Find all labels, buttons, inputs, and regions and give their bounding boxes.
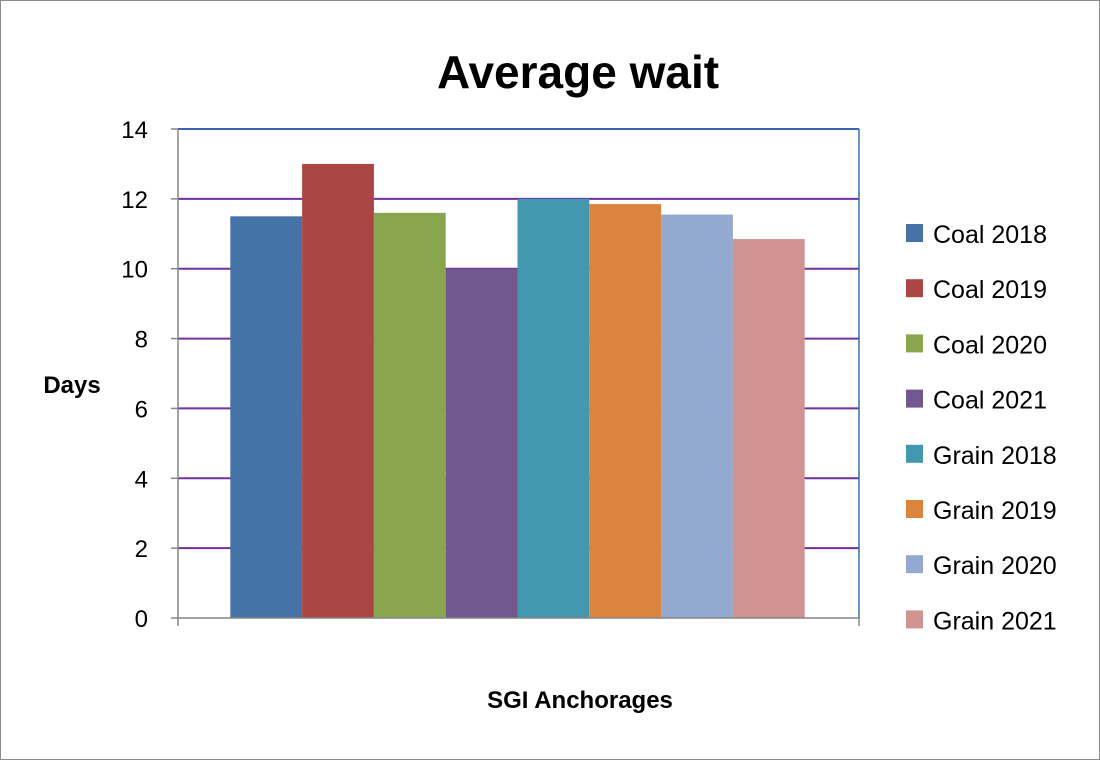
bar-coal-2018: [230, 216, 303, 619]
legend-swatch: [906, 555, 923, 574]
legend-label: Coal 2019: [933, 276, 1047, 304]
legend-swatch: [906, 334, 923, 353]
axes: 0 2 4 6 8 10 12 14: [121, 117, 860, 633]
y-tick-label: 4: [135, 466, 148, 493]
bar-grain-2021: [732, 239, 805, 618]
bar-grain-2018: [517, 198, 590, 618]
legend-label: Coal 2020: [933, 331, 1047, 359]
y-axis-label: Days: [43, 372, 100, 399]
bar-coal-2021: [445, 268, 518, 618]
legend-swatch: [906, 610, 923, 629]
legend-swatch: [906, 444, 923, 463]
legend-label: Grain 2020: [933, 552, 1057, 580]
bar-grain-2019: [589, 204, 662, 618]
bars: [230, 163, 805, 619]
legend-label: Coal 2018: [933, 221, 1047, 249]
legend-label: Coal 2021: [933, 387, 1047, 415]
legend-swatch: [906, 279, 923, 298]
legend-label: Grain 2018: [933, 442, 1057, 470]
bar-grain-2020: [661, 214, 733, 618]
y-tick-label: 8: [135, 327, 148, 354]
y-tick-label: 12: [121, 187, 148, 214]
legend: Coal 2018 Coal 2019 Coal 2020 Coal 2021 Grai…: [906, 221, 1057, 635]
y-tick-label: 0: [135, 606, 148, 633]
x-axis-label: SGI Anchorages: [487, 687, 673, 714]
legend-swatch: [906, 389, 923, 408]
legend-label: Grain 2021: [933, 607, 1057, 635]
legend-swatch: [906, 500, 923, 518]
chart-title: Average wait: [437, 46, 719, 98]
legend-swatch: [906, 224, 923, 242]
bar-coal-2020: [373, 212, 446, 619]
y-tick-label: 6: [135, 396, 148, 423]
y-tick-label: 10: [121, 257, 148, 284]
legend-label: Grain 2019: [933, 497, 1057, 525]
y-tick-label: 14: [121, 117, 148, 144]
y-tick-label: 2: [135, 536, 148, 563]
bar-coal-2019: [302, 163, 374, 618]
